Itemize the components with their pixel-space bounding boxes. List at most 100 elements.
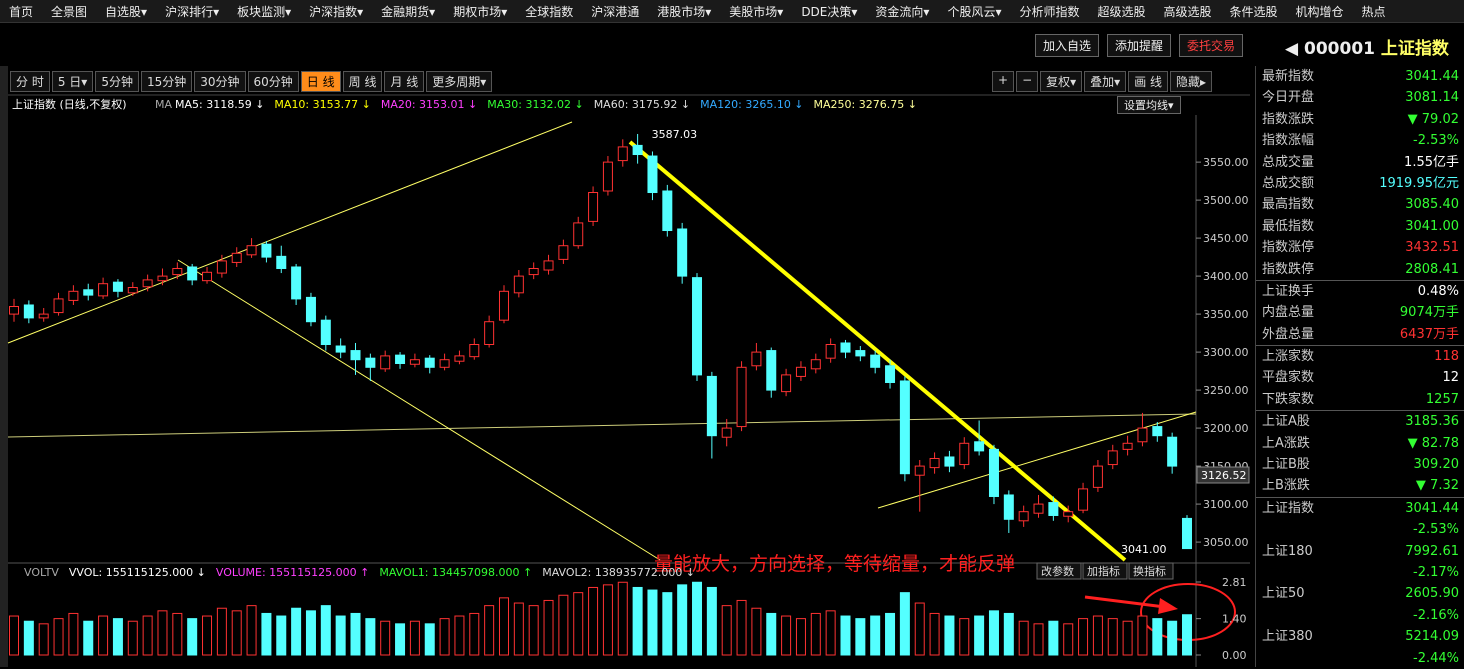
volume-bar <box>662 592 673 656</box>
menu-item[interactable]: 个股风云▾ <box>947 5 1002 19</box>
tool-button[interactable]: 画 线 <box>1128 71 1169 92</box>
period-button[interactable]: 周 线 <box>342 71 383 92</box>
quote-row: 最高指数 3085.40 <box>1256 194 1464 215</box>
index-name: 上证指数 <box>1262 500 1315 516</box>
tool-button[interactable]: − <box>1016 71 1039 92</box>
menu-item[interactable]: 金融期货▾ <box>381 5 436 19</box>
tool-button[interactable]: 隐藏▸ <box>1170 71 1213 92</box>
top-button[interactable]: 加入自选 <box>1035 34 1100 57</box>
volume-button[interactable]: 加指标 <box>1082 562 1128 580</box>
period-button[interactable]: 15分钟 <box>140 71 193 92</box>
period-button[interactable]: 月 线 <box>384 71 425 92</box>
volume-bar <box>855 618 866 656</box>
volume-bar <box>9 615 19 656</box>
candle-body <box>795 366 806 377</box>
candle-body <box>573 222 584 247</box>
menu-item[interactable]: 热点 <box>1361 5 1386 19</box>
volume-bar <box>484 605 495 656</box>
volume-bar <box>187 618 198 656</box>
quote-value: 3081.14 <box>1405 90 1459 106</box>
period-button[interactable]: 日 线 <box>300 71 341 92</box>
quote-row: 外盘总量 6437万手 <box>1256 324 1464 345</box>
volume-bar <box>543 599 554 656</box>
tool-button[interactable]: 叠加▾ <box>1084 71 1127 92</box>
period-button[interactable]: 5分钟 <box>95 71 139 92</box>
candle-body <box>409 359 420 365</box>
candle-body <box>825 343 836 359</box>
volume-bar <box>454 615 465 656</box>
top-button[interactable]: 委托交易 <box>1179 34 1244 57</box>
candle-body <box>142 279 153 288</box>
menu-bar: 首页 全景图 自选股▾ 沪深排行▾ 板块监测▾ 沪深指数▾ 金融期货▾ 期权市场▾ 全球指数 沪深… <box>0 0 1464 23</box>
quote-row: 平盘家数 12 <box>1256 367 1464 388</box>
volume-button[interactable]: 改参数 <box>1036 562 1082 580</box>
index-change-row: -2.16% <box>1256 605 1464 626</box>
candle-body <box>662 190 673 232</box>
ma-settings[interactable]: 设置均线▾ <box>1117 96 1181 114</box>
menu-item[interactable]: 超级选股 <box>1097 5 1146 19</box>
tool-button[interactable]: 复权▾ <box>1040 71 1083 92</box>
volume-bar <box>469 612 480 656</box>
menu-item[interactable]: 美股市场▾ <box>729 5 784 19</box>
index-change: -2.44% <box>1413 650 1459 666</box>
period-button[interactable]: 60分钟 <box>247 71 299 92</box>
period-button[interactable]: 5 日▾ <box>51 71 94 92</box>
volume-bar <box>751 607 762 656</box>
ma-legend: MA250: 3276.75 ↓ <box>814 98 917 111</box>
volume-bar <box>588 586 599 656</box>
peak-label: 3587.03 <box>652 128 698 141</box>
menu-item[interactable]: 机构增仓 <box>1295 5 1344 19</box>
menu-item[interactable]: 高级选股 <box>1163 5 1212 19</box>
candle-body <box>1137 427 1148 443</box>
candle-body <box>1033 503 1044 514</box>
candle-body <box>721 427 732 438</box>
menu-item[interactable]: 全景图 <box>51 5 88 19</box>
period-button[interactable]: 更多周期▾ <box>426 71 493 92</box>
top-button[interactable]: 添加提醒 <box>1107 34 1172 57</box>
menu-item[interactable]: 沪深指数▾ <box>309 5 364 19</box>
quote-label: 上证换手 <box>1262 283 1315 299</box>
candle-body <box>677 228 688 277</box>
index-row: 上证50 2605.90 <box>1256 583 1464 604</box>
quote-value: 9074万手 <box>1399 305 1459 321</box>
volume-bar <box>172 612 183 656</box>
quote-value: -2.53% <box>1413 133 1459 149</box>
ma-legend: MA20: 3153.01 ↓ <box>381 98 477 111</box>
quote-label: 上证B股 <box>1262 457 1310 473</box>
volume-bar <box>632 586 643 656</box>
menu-item[interactable]: 条件选股 <box>1229 5 1278 19</box>
low-label: 3041.00 <box>1121 543 1167 556</box>
menu-item[interactable]: 板块监测▾ <box>237 5 292 19</box>
menu-item[interactable]: 期权市场▾ <box>453 5 508 19</box>
candle-body <box>914 465 925 476</box>
quote-label: 总成交额 <box>1262 175 1315 191</box>
menu-item[interactable]: 全球指数 <box>525 5 574 19</box>
period-button[interactable]: 分 时 <box>10 71 50 92</box>
volume-button[interactable]: 换指标 <box>1128 562 1174 580</box>
candle-body <box>276 255 287 270</box>
candle-body <box>558 245 569 260</box>
chart: 上证指数 (日线,不复权) MA 量能放大，方向选择，等待缩量，才能反弹 MA5… <box>0 66 1250 667</box>
menu-item[interactable]: DDE决策▾ <box>801 5 858 19</box>
volume-bar <box>498 597 509 656</box>
volume-bar <box>781 615 792 656</box>
stock-header: ◀ 000001 上证指数 <box>1285 39 1449 59</box>
arrow <box>1084 595 1166 609</box>
index-change: -2.53% <box>1413 522 1459 538</box>
menu-item[interactable]: 资金流向▾ <box>875 5 930 19</box>
annotation: 量能放大，方向选择，等待缩量，才能反弹 <box>654 553 1015 575</box>
menu-item[interactable]: 港股市场▾ <box>657 5 712 19</box>
tool-button[interactable]: + <box>992 71 1015 92</box>
menu-item[interactable]: 分析师指数 <box>1019 5 1080 19</box>
menu-item[interactable]: 自选股▾ <box>105 5 148 19</box>
candle-body <box>602 161 613 192</box>
menu-item[interactable]: 沪深排行▾ <box>165 5 220 19</box>
volume-bar <box>825 610 836 656</box>
quote-row: 总成交量 1.55亿手 <box>1256 152 1464 173</box>
period-button[interactable]: 30分钟 <box>194 71 246 92</box>
candle-body <box>974 441 985 452</box>
menu-item[interactable]: 沪深港通 <box>591 5 640 19</box>
menu-item[interactable]: 首页 <box>9 5 34 19</box>
candle-body <box>1003 494 1014 520</box>
index-value: 2605.90 <box>1405 586 1459 602</box>
